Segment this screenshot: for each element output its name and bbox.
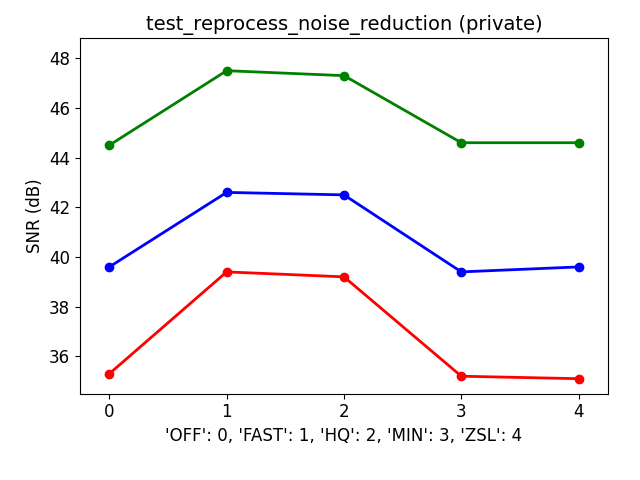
- Y-axis label: SNR (dB): SNR (dB): [26, 179, 44, 253]
- X-axis label: 'OFF': 0, 'FAST': 1, 'HQ': 2, 'MIN': 3, 'ZSL': 4: 'OFF': 0, 'FAST': 1, 'HQ': 2, 'MIN': 3, …: [165, 427, 523, 445]
- Title: test_reprocess_noise_reduction (private): test_reprocess_noise_reduction (private): [146, 15, 542, 35]
